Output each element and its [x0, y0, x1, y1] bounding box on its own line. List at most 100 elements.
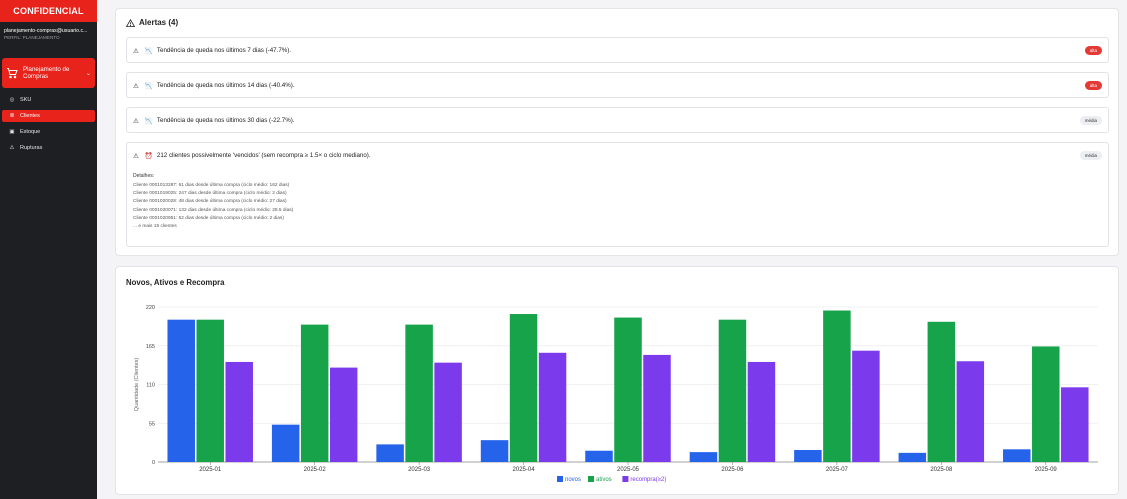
legend-label: recompra(≥2): [630, 477, 666, 483]
alert-row: ⚠ 📉 Tendência de queda nos últimos 30 di…: [133, 108, 295, 133]
bar-novos: [167, 319, 195, 462]
detail-line: ... e mais 15 clientes: [133, 224, 177, 230]
bar-recompra: [956, 361, 985, 462]
alert-text: 212 clientes possivelmente 'vencidos' (s…: [156, 152, 371, 159]
x-tick-label: 2025-09: [1035, 467, 1058, 473]
warning-icon: ⚠: [133, 47, 139, 55]
alert-details: Detalhes: Cliente 0001013287: 61 dias de…: [133, 173, 293, 231]
box-icon: ▣: [9, 129, 15, 135]
bar-recompra: [329, 367, 358, 462]
x-tick-label: 2025-02: [304, 467, 327, 473]
bar-recompra: [747, 361, 776, 462]
bar-novos: [898, 452, 927, 462]
chart-down-icon: 📉: [144, 82, 153, 90]
detail-line: Cliente 0001020951: 52 dias desde última…: [133, 215, 284, 221]
y-tick-label: 165: [146, 344, 155, 350]
alert-card: ⚠ 📉 Tendência de queda nos últimos 30 di…: [126, 107, 1109, 133]
user-info: planejamento-compras@usuario.c... PERFIL…: [0, 22, 97, 40]
x-tick-label: 2025-08: [930, 467, 953, 473]
alerts-panel: Alertas (4) ⚠ 📉 Tendência de queda nos ú…: [115, 8, 1119, 256]
sidebar-item-clientes[interactable]: ≣ Clientes: [2, 110, 95, 122]
cart-icon: [7, 68, 18, 79]
bar-ativos: [927, 321, 956, 462]
chart-down-icon: 📉: [144, 117, 153, 125]
severity-badge: alta: [1084, 81, 1102, 90]
bar-ativos: [196, 319, 224, 462]
bar-recompra: [643, 354, 671, 462]
detail-line: Cliente 0001013287: 61 dias desde última…: [133, 183, 290, 188]
sidebar-item-sku[interactable]: ◎ SKU: [2, 94, 95, 106]
bar-ativos: [1032, 346, 1060, 462]
details-title: Detalhes:: [133, 173, 155, 179]
bar-ativos: [405, 324, 433, 462]
bar-novos: [1003, 449, 1031, 462]
user-email: planejamento-compras@usuario.c...: [4, 28, 88, 34]
detail-line: Cliente 0001020028: 48 dias desde última…: [133, 199, 287, 205]
detail-line: Cliente 0001019025: 247 dias desde últim…: [133, 191, 287, 197]
y-axis-label: Quantidade (Clientes): [134, 358, 140, 412]
bar-ativos: [300, 324, 329, 462]
bar-novos: [689, 452, 718, 462]
sidebar-item-label: Clientes: [20, 113, 40, 119]
legend-label: ativos: [596, 477, 612, 483]
list-icon: ≣: [9, 113, 15, 119]
y-tick-label: 110: [146, 383, 155, 389]
sidebar-item-label: SKU: [20, 97, 32, 103]
y-tick-label: 220: [146, 305, 155, 311]
bar-novos: [794, 450, 822, 462]
bar-chart: 0 55 110 165 220 Quantidade (Clientes) 2025-01…: [134, 305, 1098, 483]
x-tick-label: 2025-05: [617, 467, 640, 473]
x-tick-label: 2025-06: [721, 467, 744, 473]
chart-panel: Novos, Ativos e Recompra 0 55 110 165 220 Qua…: [115, 266, 1119, 495]
bar-ativos: [718, 319, 747, 462]
sidebar-item-estoque[interactable]: ▣ Estoque: [2, 126, 95, 138]
bar-recompra: [225, 361, 253, 462]
severity-badge: média: [1079, 116, 1102, 125]
alert-row: ⚠ ⏰ 212 clientes possivelmente 'vencidos…: [133, 143, 371, 168]
alert-row: ⚠ 📉 Tendência de queda nos últimos 7 dia…: [133, 38, 291, 63]
menu-group-planejamento[interactable]: Planejamento de Compras ⌄: [2, 58, 95, 88]
alert-text: Tendência de queda nos últimos 7 dias (-…: [156, 47, 292, 54]
bar-novos: [585, 450, 613, 462]
legend-label: novos: [565, 477, 581, 483]
menu-group-label: Planejamento de Compras: [23, 65, 70, 81]
x-tick-label: 2025-03: [408, 467, 431, 473]
warning-icon: [126, 18, 135, 27]
bar-novos: [271, 424, 300, 462]
bar-ativos: [509, 314, 538, 462]
alerts-heading: Alertas (4): [126, 18, 178, 27]
legend-swatch: [622, 476, 629, 482]
sidebar-item-rupturas[interactable]: ⚠ Rupturas: [2, 142, 95, 154]
bar-recompra: [434, 362, 462, 462]
x-tick-label: 2025-01: [199, 467, 222, 473]
bar-recompra: [538, 352, 567, 462]
alert-row: ⚠ 📉 Tendência de queda nos últimos 14 di…: [133, 73, 295, 98]
severity-badge: alta: [1084, 46, 1102, 55]
bar-novos: [480, 440, 509, 462]
chart-down-icon: 📉: [144, 47, 153, 55]
y-tick-label: 0: [152, 460, 155, 466]
target-icon: ◎: [9, 97, 15, 103]
y-tick-label: 55: [149, 421, 155, 427]
alert-card: ⚠ ⏰ 212 clientes possivelmente 'vencidos…: [126, 142, 1109, 247]
bar-recompra: [852, 350, 880, 462]
alert-text: Tendência de queda nos últimos 30 dias (…: [156, 117, 295, 124]
alerts-title: Alertas (4): [139, 18, 179, 27]
x-tick-label: 2025-07: [826, 467, 849, 473]
warning-icon: ⚠: [133, 117, 139, 125]
x-tick-label: 2025-04: [513, 467, 536, 473]
alert-text: Tendência de queda nos últimos 14 dias (…: [156, 82, 295, 89]
brand-banner: CONFIDENCIAL: [0, 0, 97, 22]
alarm-clock-icon: ⏰: [144, 152, 153, 160]
warning-icon: ⚠: [133, 152, 139, 160]
legend-swatch: [588, 476, 594, 482]
alert-card: ⚠ 📉 Tendência de queda nos últimos 7 dia…: [126, 37, 1109, 63]
bar-novos: [376, 444, 404, 462]
chevron-down-icon: ⌄: [85, 70, 91, 77]
user-role: PERFIL: PLANEJAMENTO: [4, 35, 60, 40]
sidebar: CONFIDENCIAL planejamento-compras@usuari…: [0, 0, 97, 499]
severity-badge: média: [1079, 151, 1102, 160]
warning-icon: ⚠: [9, 145, 15, 151]
bar-recompra: [1061, 387, 1089, 462]
submenu: ◎ SKU ≣ Clientes ▣ Estoque ⚠ Rupturas: [0, 94, 97, 154]
